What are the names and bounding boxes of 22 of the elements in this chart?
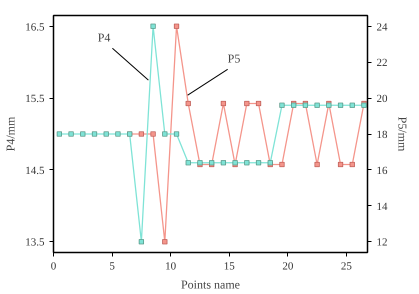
y2-tick-label: 20 [376,93,388,106]
y2-tick-label: 14 [376,200,388,213]
y2-tick-label: 18 [376,129,388,141]
x-tick-label: 5 [109,260,116,272]
x-axis-title: Points name [181,278,240,292]
x-tick-label: 0 [50,260,57,272]
x-tick-label: 20 [282,260,294,272]
y-tick-label: 14.5 [25,164,45,177]
y-tick-label: 15.5 [25,93,45,106]
y2-tick-label: 24 [376,21,388,34]
y2-tick-label: 16 [376,164,388,177]
y2-tick-label: 12 [376,236,388,249]
annotation: P5 [228,51,240,66]
y-tick-label: 13.5 [25,236,45,249]
x-tick-label: 25 [340,260,352,272]
y2-axis-title: P5/mm [396,116,410,152]
annotation: P4 [98,30,110,44]
y-tick-label: 16.5 [25,21,45,34]
x-tick-label: 10 [165,260,177,272]
y2-tick-label: 22 [376,57,388,70]
y-axis-title: P4/mm [3,116,18,152]
x-tick-label: 15 [224,260,236,272]
